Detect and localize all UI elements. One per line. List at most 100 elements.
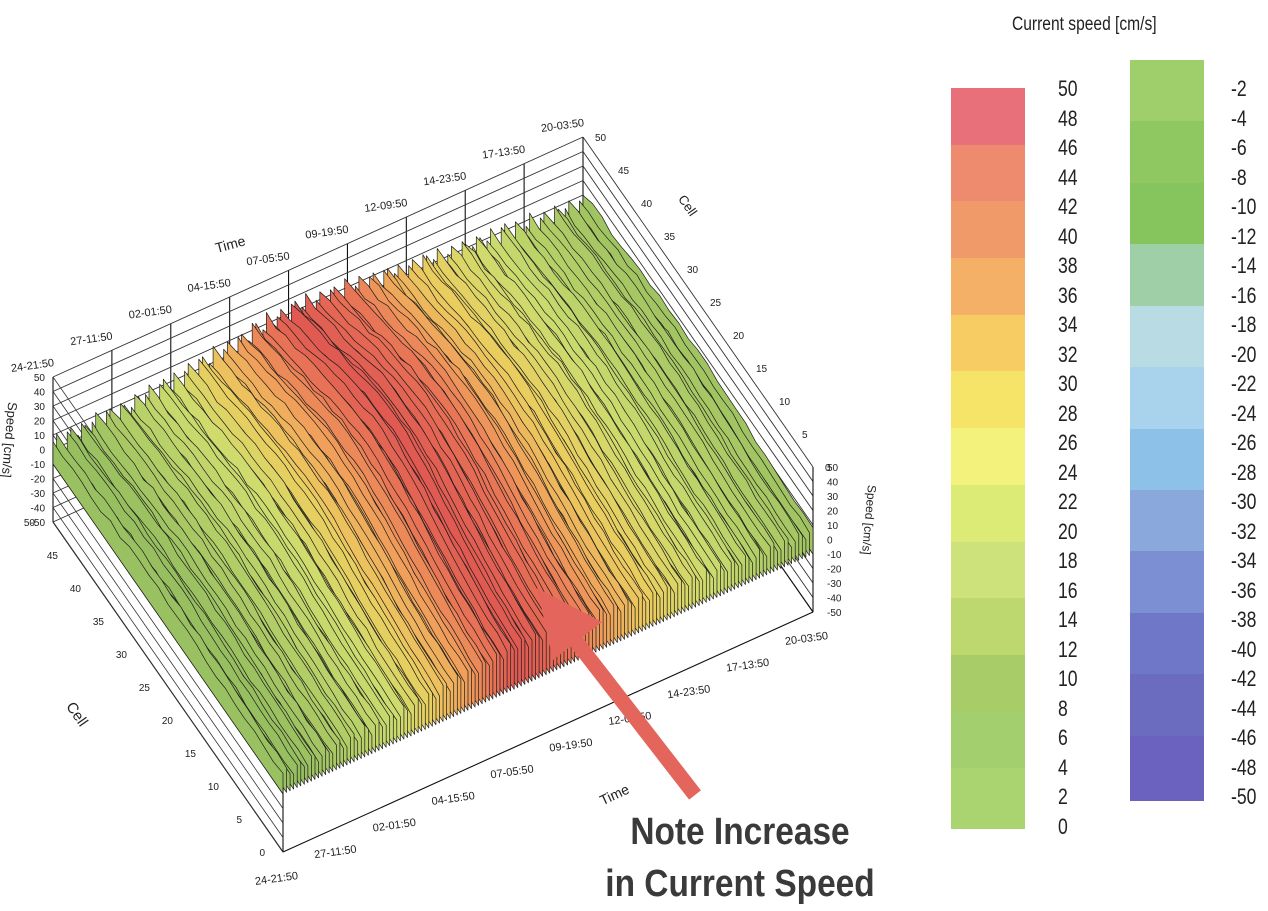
- z-tick-label-left: 40: [34, 388, 46, 399]
- x-tick-label-front: 04-15:50: [431, 790, 476, 808]
- y-axis-title-left: Cell: [62, 699, 91, 730]
- colorbar-negative-tick: -4: [1231, 105, 1247, 131]
- z-tick-label-right: 30: [827, 492, 839, 503]
- y-tick-label-right: 35: [664, 232, 676, 243]
- colorbar-positive-tick: 34: [1058, 312, 1078, 337]
- y-tick-label-right: 40: [641, 199, 653, 210]
- colorbar-positive-tick: 4: [1058, 754, 1068, 780]
- z-tick-label-right: 20: [827, 507, 839, 518]
- colorbar-positive: [951, 88, 1025, 829]
- back-wall-gridline: [52, 165, 584, 407]
- x-tick-label-back: 04-15:50: [187, 277, 232, 295]
- colorbar-positive-band: [951, 258, 1025, 319]
- z-tick-label-left: 10: [34, 431, 46, 442]
- colorbar-negative-tick: -30: [1231, 489, 1257, 514]
- colorbar-positive-band: [951, 711, 1025, 772]
- left-wall-gridline: [52, 507, 284, 838]
- z-tick-label-left: -40: [31, 504, 46, 515]
- z-tick-label-left: 30: [34, 402, 46, 413]
- x-tick-label-back: 27-11:50: [70, 330, 114, 348]
- y-tick-label-left: 15: [185, 749, 197, 760]
- y-tick-label-right: 20: [733, 331, 745, 342]
- z-tick-label-left: -50: [31, 518, 46, 529]
- colorbar-positive-tick: 38: [1058, 253, 1078, 278]
- colorbar-positive-tick: 40: [1058, 223, 1078, 249]
- colorbar-negative-tick: -28: [1231, 459, 1257, 485]
- colorbar-negative-tick: -40: [1231, 636, 1257, 662]
- colorbar-positive-tick: 48: [1058, 105, 1078, 131]
- z-axis-title-right: Speed [cm/s]: [859, 484, 879, 555]
- colorbar-positive-band: [951, 768, 1025, 829]
- y-tick-label-right: 15: [756, 364, 768, 375]
- back-wall-gridline: [52, 151, 584, 392]
- colorbar-positive-band: [951, 541, 1025, 602]
- annotation-line-1: Note Increase: [630, 811, 850, 853]
- colorbar-positive-tick: 46: [1058, 135, 1078, 160]
- colorbar-negative-tick: -38: [1231, 607, 1257, 632]
- colorbar-positive-tick: 6: [1058, 725, 1068, 750]
- colorbar-negative-tick: -16: [1231, 282, 1257, 308]
- z-tick-label-right: -20: [827, 565, 842, 576]
- y-tick-label-right: 50: [595, 133, 607, 144]
- colorbar-negative-tick: -34: [1231, 548, 1257, 573]
- colorbar-negative-tick: -10: [1231, 194, 1257, 219]
- colorbar-positive-tick: 18: [1058, 548, 1078, 573]
- colorbar-negative-tick: -36: [1231, 577, 1257, 603]
- annotation-line-2: in Current Speed: [605, 863, 875, 905]
- colorbar-positive-tick: 36: [1058, 282, 1078, 308]
- x-tick-label-front: 14-23:50: [666, 683, 711, 701]
- z-tick-label-right: -10: [827, 550, 842, 561]
- colorbar-positive-band: [951, 428, 1025, 489]
- x-tick-label-back: 14-23:50: [422, 170, 467, 188]
- colorbar-positive-tick: 22: [1058, 489, 1078, 514]
- surface-plot: 24-21:50 27-11:50 02-01:50 04-15:50 07-05:50…: [0, 117, 879, 888]
- y-axis-title-right: Cell: [675, 192, 700, 219]
- z-tick-label-right: -30: [827, 579, 842, 590]
- colorbar-positive-tick: 32: [1058, 341, 1078, 367]
- y-tick-label-left: 35: [93, 617, 105, 628]
- z-axis-title-left: Speed [cm/s]: [0, 401, 20, 478]
- x-tick-label-front: 24-21:50: [254, 870, 299, 888]
- y-tick-label-left: 20: [162, 716, 174, 727]
- x-tick-label-front: 20-03:50: [784, 630, 829, 648]
- colorbar-positive-band: [951, 201, 1025, 262]
- z-tick-label-left: -10: [31, 460, 46, 471]
- y-tick-label-right: 30: [687, 265, 699, 276]
- colorbar-positive-tick: 8: [1058, 695, 1068, 721]
- x-tick-label-front: 09-19:50: [549, 737, 594, 755]
- colorbar-positive-band: [951, 598, 1025, 659]
- colorbar-positive-tick: 42: [1058, 194, 1078, 219]
- x-tick-label-back: 09-19:50: [305, 224, 350, 242]
- colorbar-positive-band: [951, 371, 1025, 432]
- colorbar-negative-band: [1130, 244, 1204, 310]
- colorbar-negative-tick: -42: [1231, 666, 1257, 691]
- colorbar-negative-tick: -12: [1231, 223, 1257, 249]
- z-tick-label-right: 50: [827, 463, 839, 474]
- y-tick-label-right: 10: [779, 397, 791, 408]
- x-tick-label-front: 07-05:50: [490, 763, 535, 781]
- colorbar-positive-tick: 10: [1058, 666, 1078, 691]
- left-wall-gridline: [52, 521, 284, 853]
- colorbar-negative-tick: -20: [1231, 341, 1257, 367]
- annotation-arrow-head: [537, 588, 602, 660]
- colorbar-positive-tick: 26: [1058, 430, 1078, 455]
- z-tick-label-left: -30: [31, 489, 46, 500]
- annotation-arrow-shaft: [569, 635, 701, 800]
- x-tick-label-front: 27-11:50: [314, 843, 358, 861]
- colorbar-negative-tick: -32: [1231, 518, 1257, 544]
- colorbar-positive-band: [951, 314, 1025, 376]
- y-tick-label-left: 40: [70, 584, 82, 595]
- z-tick-label-right: 0: [827, 536, 833, 547]
- colorbar-negative-tick: -24: [1231, 400, 1257, 426]
- colorbar-negative-band: [1130, 367, 1204, 433]
- x-tick-label-front: 02-01:50: [372, 817, 417, 835]
- colorbar-negative-band: [1130, 551, 1204, 617]
- colorbar-negative-tick: -50: [1231, 784, 1257, 809]
- colorbar-positive-tick: 16: [1058, 577, 1078, 603]
- colorbar-title: Current speed [cm/s]: [1012, 14, 1157, 35]
- colorbar-negative-tick: -18: [1231, 312, 1257, 337]
- y-tick-label-left: 30: [116, 650, 128, 661]
- z-tick-label-right: 10: [827, 521, 839, 532]
- colorbar-positive-tick: 12: [1058, 636, 1078, 662]
- x-axis-title-front: Time: [597, 781, 632, 809]
